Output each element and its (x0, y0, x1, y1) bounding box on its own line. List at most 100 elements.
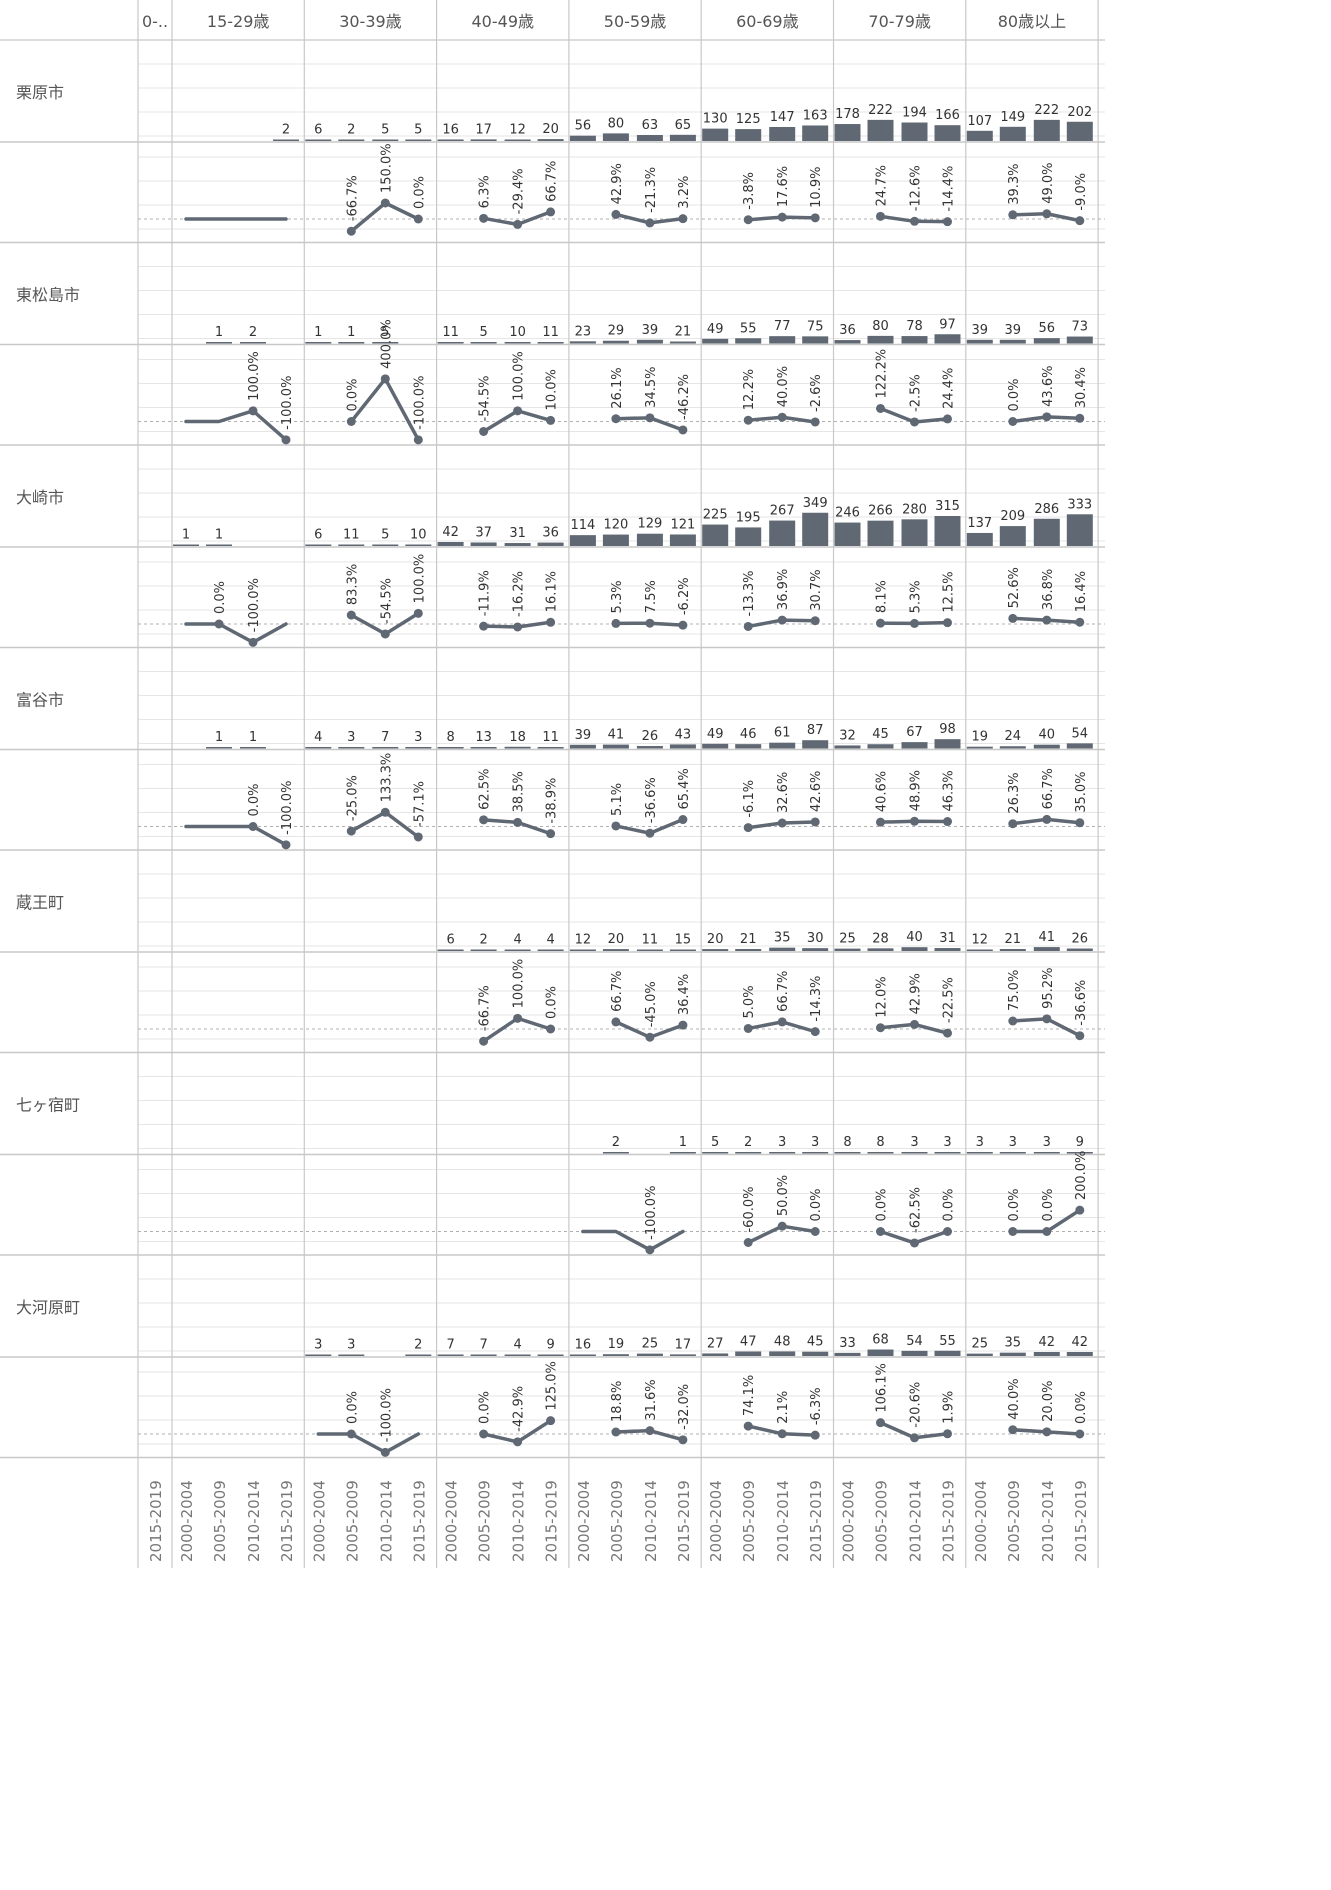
bar-value-label: 11 (442, 325, 459, 340)
bar (702, 338, 729, 344)
bar (702, 949, 729, 951)
bar-value-label: 130 (703, 112, 728, 127)
pct-change-label: 36.9% (776, 569, 791, 610)
pct-change-dot (380, 1447, 390, 1457)
pct-change-dot (546, 617, 556, 627)
pct-change-label: -14.3% (809, 976, 824, 1022)
pct-change-dot (479, 426, 489, 436)
bar-value-label: 286 (1034, 502, 1059, 517)
pct-change-dot (943, 414, 952, 424)
pct-change-dot (1008, 1425, 1018, 1435)
bar (305, 1354, 332, 1356)
bar-value-label: 266 (868, 504, 893, 519)
pct-change-label: 43.6% (1041, 366, 1056, 407)
pct-change-dot (413, 608, 423, 618)
pct-change-label: -42.9% (512, 1386, 527, 1432)
x-tick-label: 2015-2019 (278, 1480, 296, 1562)
pct-change-dot (413, 832, 423, 842)
pct-change-label: 0.0% (213, 581, 228, 614)
bar (867, 119, 894, 141)
pct-change-label: -25.0% (345, 775, 360, 821)
bar (338, 342, 365, 344)
bar-value-label: 23 (575, 324, 592, 339)
pct-change-label: -14.4% (942, 166, 957, 212)
pct-change-label: 125.0% (545, 1361, 560, 1411)
pct-change-dot (611, 618, 621, 628)
x-tick-label: 2000-2004 (972, 1480, 990, 1562)
pct-change-line (349, 377, 421, 442)
bar (636, 339, 663, 344)
bar (669, 534, 696, 546)
pct-change-label: 2.1% (776, 1391, 791, 1424)
pct-change-label: 40.6% (875, 771, 890, 812)
bar (206, 342, 232, 344)
pct-change-dot (1008, 1227, 1018, 1236)
x-tick-label: 2010-2014 (907, 1480, 925, 1562)
pct-change-dot (743, 415, 753, 425)
pct-change-dot (876, 1227, 885, 1236)
bar (901, 1350, 928, 1356)
bar-value-label: 77 (774, 319, 791, 334)
pct-change-dot (346, 417, 356, 426)
bar-value-label: 11 (343, 528, 360, 543)
pct-change-dot (479, 815, 489, 825)
x-tick-label: 2000-2004 (443, 1480, 461, 1562)
pct-change-label: 24.7% (875, 165, 890, 206)
pct-change-label: 5.3% (610, 580, 625, 613)
bar (305, 342, 332, 344)
pct-change-dot (380, 374, 390, 384)
x-tick-label: 2015-2019 (675, 1480, 693, 1562)
bar-value-label: 25 (972, 1337, 989, 1352)
bar-value-label: 25 (642, 1337, 659, 1352)
pct-change-label: 0.0% (875, 1188, 890, 1221)
x-tick-label: 2010-2014 (1039, 1480, 1057, 1562)
pct-change-label: -54.5% (379, 578, 394, 624)
pct-change-label: -36.6% (1074, 980, 1089, 1026)
pct-change-dot (678, 1435, 688, 1445)
pct-change-label: 42.9% (909, 973, 924, 1014)
bar-value-label: 7 (446, 1338, 454, 1353)
bar-value-label: 225 (703, 508, 728, 523)
pct-change-dot (611, 821, 621, 831)
pct-change-dot (1075, 818, 1085, 828)
bar-value-label: 6 (446, 933, 454, 948)
x-tick-label: 2000-2004 (840, 1480, 858, 1562)
bar-value-label: 8 (876, 1135, 884, 1150)
pct-change-label: 46.3% (942, 770, 957, 811)
bar-value-label: 61 (774, 726, 791, 741)
bar-value-label: 24 (1005, 729, 1022, 744)
bar (999, 1152, 1026, 1154)
bar (867, 335, 894, 344)
pct-change-label: 66.7% (610, 971, 625, 1012)
x-tick-label: 2010-2014 (245, 1480, 263, 1562)
bar-value-label: 49 (707, 727, 724, 742)
bar (901, 519, 928, 546)
bar (802, 125, 829, 141)
pct-change-dot (777, 1221, 787, 1231)
pct-change-label: 42.6% (809, 771, 824, 812)
x-tick-label: 2015-2019 (1072, 1480, 1090, 1562)
bar-value-label: 41 (608, 728, 625, 743)
bar-value-label: 3 (943, 1135, 951, 1150)
bar-value-label: 3 (976, 1135, 984, 1150)
bar-value-label: 75 (807, 319, 824, 334)
bar (669, 341, 696, 344)
bar (636, 1353, 663, 1356)
bar-value-label: 107 (967, 114, 992, 129)
pct-change-label: -36.6% (644, 777, 659, 823)
pct-change-dot (413, 435, 423, 445)
bar (834, 124, 861, 141)
bar (305, 747, 332, 749)
bar-value-label: 2 (249, 325, 257, 340)
bar-value-label: 26 (642, 729, 659, 744)
pct-change-label: 16.4% (1074, 571, 1089, 612)
pct-change-dot (1042, 1014, 1052, 1024)
bar (934, 1152, 961, 1154)
bar (966, 130, 993, 141)
bar (405, 747, 432, 749)
pct-change-dot (943, 217, 952, 227)
bar (669, 744, 696, 749)
bar-value-label: 37 (475, 525, 492, 540)
pct-change-dot (611, 1427, 621, 1437)
row-header: 東松島市 (16, 286, 80, 305)
